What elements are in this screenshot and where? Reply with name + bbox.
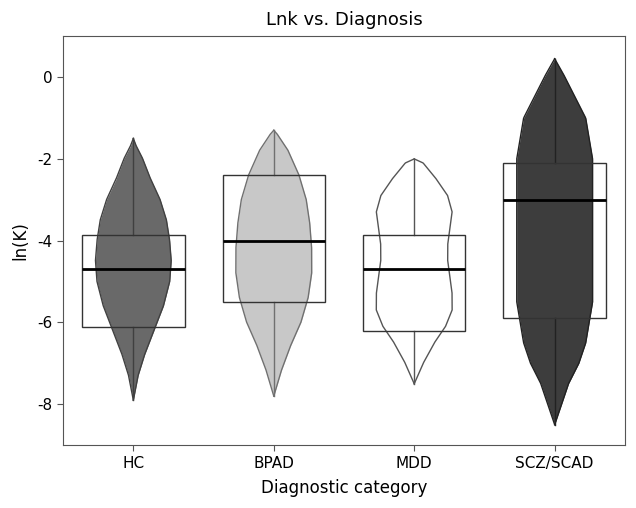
Bar	[82, 235, 184, 327]
Bar	[363, 235, 466, 331]
Bar	[504, 163, 606, 319]
Title: Lnk vs. Diagnosis: Lnk vs. Diagnosis	[266, 11, 422, 29]
X-axis label: Diagnostic category: Diagnostic category	[261, 479, 427, 497]
Bar	[223, 175, 325, 302]
Y-axis label: ln(K): ln(K)	[11, 221, 29, 260]
